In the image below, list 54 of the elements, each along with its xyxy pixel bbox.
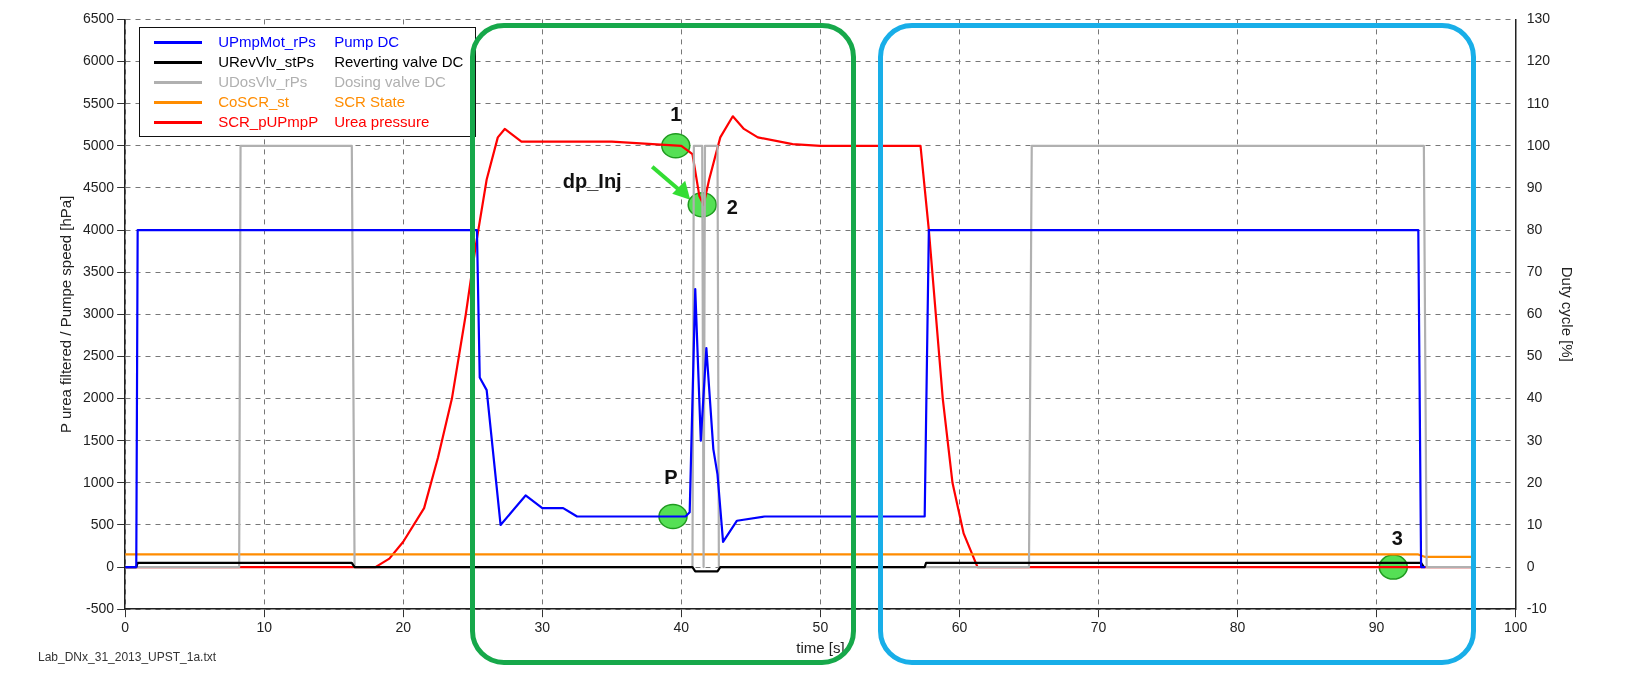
x-tick-label: 40 — [673, 619, 690, 636]
legend-label: SCR_pUPmpP Urea pressure — [218, 112, 431, 133]
y2-tick-label: 20 — [1526, 473, 1543, 490]
y-tick-label: 3500 — [82, 263, 115, 280]
y2-tick-label: 80 — [1526, 220, 1543, 237]
y-tick-label: 500 — [90, 515, 115, 532]
y2-tick-label: 110 — [1526, 94, 1550, 111]
annotation: P — [664, 466, 678, 489]
y2-tick-label: 0 — [1526, 557, 1535, 574]
y-tick-label: 6500 — [82, 10, 115, 27]
x-tick-label: 20 — [395, 619, 412, 636]
y2-tick-label: 120 — [1526, 52, 1551, 69]
x-tick-label: 0 — [121, 619, 130, 636]
y-tick-label: -500 — [86, 600, 115, 617]
y-tick-label: 0 — [106, 557, 115, 574]
x-tick-label: 10 — [256, 619, 273, 636]
y2-tick-label: 60 — [1526, 305, 1543, 322]
y-tick-label: 1500 — [82, 431, 115, 448]
y2-tick-label: 130 — [1526, 10, 1551, 27]
annotation: 3 — [1391, 526, 1403, 549]
x-tick-label: 30 — [534, 619, 551, 636]
y-tick-label: 5500 — [82, 94, 115, 111]
x-tick-label: 50 — [812, 619, 829, 636]
annotation: dp_Inj — [562, 170, 622, 193]
y2-tick-label: 30 — [1526, 431, 1543, 448]
y-tick-label: 4000 — [82, 220, 115, 237]
annotation: 1 — [670, 103, 682, 126]
text: Lab_DNx_31_2013_UPST_1a.txt — [38, 650, 217, 665]
y2-tick-label: 90 — [1526, 178, 1543, 195]
y2-tick-label: 50 — [1526, 347, 1543, 364]
x-tick-label: 90 — [1368, 619, 1385, 636]
y-tick-label: 2500 — [82, 347, 115, 364]
annotation: 2 — [726, 196, 738, 219]
y2-tick-label: 70 — [1526, 263, 1543, 280]
x-tick-label: 70 — [1090, 619, 1107, 636]
x-tick-label: 60 — [951, 619, 968, 636]
y2-tick-label: 40 — [1526, 389, 1543, 406]
text: UPmpMot_rPs Pump DC — [218, 33, 400, 51]
y-tick-label: 1000 — [82, 473, 115, 490]
text: CoSCR_st SCR State — [218, 93, 406, 111]
text: UDosVlv_rPs Dosing valve DC — [218, 73, 446, 91]
y2-axis-title: Duty cycle [%] — [1558, 266, 1576, 362]
y2-tick-label: -10 — [1526, 600, 1548, 617]
x-tick-label: 80 — [1229, 619, 1246, 636]
y-tick-label: 4500 — [82, 178, 115, 195]
text: URevVlv_stPs Reverting valve DC — [218, 53, 464, 71]
y-tick-label: 2000 — [82, 389, 115, 406]
y2-tick-label: 10 — [1526, 515, 1543, 532]
y-tick-label: 3000 — [82, 305, 115, 322]
y2-tick-label: 100 — [1526, 136, 1551, 153]
x-tick-label: 100 — [1503, 619, 1528, 636]
y-tick-label: 5000 — [82, 136, 115, 153]
y-axis-title: P urea filtered / Pumpe speed [hPa] — [57, 195, 75, 433]
y-tick-label: 6000 — [82, 52, 115, 69]
